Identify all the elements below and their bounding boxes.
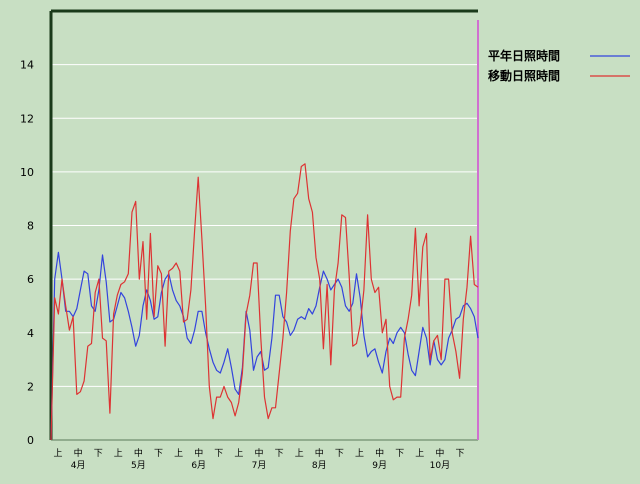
x-tick-label: 中 <box>375 447 384 459</box>
x-tick-label: 上 <box>415 448 424 459</box>
x-tick-label: 下 <box>94 449 103 459</box>
x-tick-label: 下 <box>335 449 344 459</box>
series <box>50 163 479 441</box>
month-label: 4月 <box>71 460 86 471</box>
y-tick-label-4: 4 <box>27 327 34 340</box>
x-tick-label: 下 <box>214 449 223 459</box>
month-label: 10月 <box>430 460 450 471</box>
legend-label-2: 移動日照時間 <box>488 68 560 83</box>
y-tick-label-2: 2 <box>27 380 34 393</box>
month-label: 8月 <box>312 460 327 471</box>
axes: 02468101214上中下上中下上中下上中下上中下上中下上中下4月 5月 6月 7月… <box>20 9 479 471</box>
series-line-2 <box>50 163 479 441</box>
x-tick-label: 上 <box>53 448 62 459</box>
y-tick-label-12: 12 <box>20 112 34 125</box>
y-tick-label-6: 6 <box>27 273 34 286</box>
x-tick-label: 中 <box>435 447 444 459</box>
y-tick-label-8: 8 <box>27 220 34 233</box>
series-line-1 <box>50 251 479 441</box>
x-tick-label: 上 <box>295 448 304 459</box>
x-tick-label: 下 <box>455 449 464 459</box>
x-tick-label: 中 <box>315 447 324 459</box>
month-label: 5月 <box>131 460 146 471</box>
grid <box>51 64 478 387</box>
x-tick-label: 下 <box>275 449 284 459</box>
legend-label-1: 平年日照時間 <box>488 48 560 63</box>
x-tick-label: 中 <box>74 447 83 459</box>
x-tick-label: 下 <box>395 449 404 459</box>
month-label: 7月 <box>252 460 267 471</box>
y-tick-label-14: 14 <box>20 59 34 72</box>
x-tick-label: 上 <box>114 448 123 459</box>
x-tick-label: 中 <box>194 447 203 459</box>
x-tick-label: 下 <box>154 449 163 459</box>
month-label: 6月 <box>191 460 206 471</box>
x-tick-label: 上 <box>174 448 183 459</box>
x-tick-label: 上 <box>234 448 243 459</box>
month-label: 9月 <box>372 460 387 471</box>
y-tick-label-0: 0 <box>27 434 34 447</box>
x-tick-label: 中 <box>134 447 143 459</box>
x-tick-label: 上 <box>355 448 364 459</box>
x-tick-label: 中 <box>254 447 263 459</box>
y-tick-label-10: 10 <box>20 166 34 179</box>
